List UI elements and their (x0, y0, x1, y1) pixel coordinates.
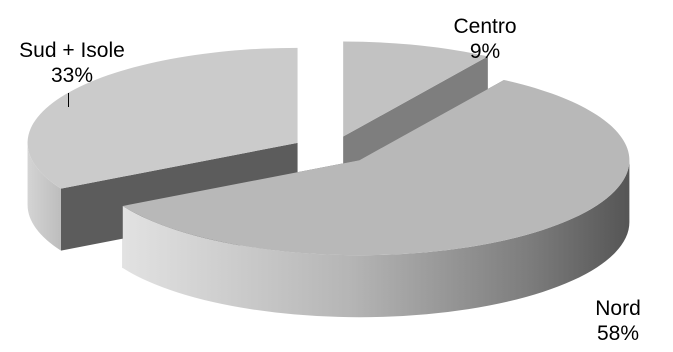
label-centro: Centro 9% (425, 14, 545, 64)
label-sud-leader (68, 93, 69, 107)
label-sud-value: 33% (50, 64, 94, 87)
label-nord-value: 58% (596, 322, 640, 345)
label-centro-name: Centro (453, 15, 517, 38)
label-sud-name: Sud + Isole (19, 39, 125, 62)
slice-top-face (343, 41, 488, 137)
label-nord: Nord 58% (568, 296, 668, 346)
label-sud: Sud + Isole 33% (12, 38, 132, 88)
label-centro-value: 9% (469, 40, 501, 63)
slice-top-face (122, 79, 630, 256)
label-nord-name: Nord (595, 297, 641, 320)
slice-top-face (27, 47, 298, 189)
slice-side-wall (27, 142, 61, 251)
slice-side-wall (122, 160, 630, 318)
slice-nord (122, 79, 630, 318)
